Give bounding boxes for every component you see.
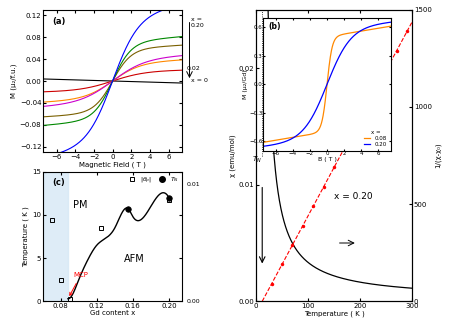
Text: MCP: MCP (70, 272, 88, 295)
Text: 0.00: 0.00 (186, 299, 200, 304)
X-axis label: Temperature ( K ): Temperature ( K ) (304, 310, 365, 317)
Y-axis label: M (μ₂/Gd): M (μ₂/Gd) (243, 69, 247, 99)
Text: 0.01: 0.01 (186, 182, 200, 187)
Y-axis label: M (μ₂/f.u.): M (μ₂/f.u.) (10, 64, 17, 98)
Y-axis label: Temperature ( K ): Temperature ( K ) (23, 206, 29, 267)
Text: (b): (b) (268, 22, 281, 31)
Y-axis label: 1/(χ-χ₀): 1/(χ-χ₀) (435, 143, 441, 168)
Legend: $|\theta_p|$, $T_N$: $|\theta_p|$, $T_N$ (125, 175, 179, 186)
X-axis label: Magnetic Field ( T ): Magnetic Field ( T ) (79, 161, 146, 168)
Text: PM: PM (73, 200, 88, 210)
Text: AFM: AFM (124, 254, 145, 264)
Legend: 0.08, 0.20: 0.08, 0.20 (363, 129, 388, 148)
Text: (a): (a) (53, 17, 66, 26)
Text: 0.02: 0.02 (186, 65, 200, 71)
X-axis label: Gd content x: Gd content x (90, 310, 135, 316)
Text: x = 0.20: x = 0.20 (334, 192, 373, 201)
Text: x =
0.20: x = 0.20 (191, 17, 205, 28)
Polygon shape (43, 172, 68, 301)
Text: x = 0: x = 0 (191, 78, 208, 84)
Y-axis label: χ (emu/mol): χ (emu/mol) (229, 134, 236, 177)
X-axis label: B ( T ): B ( T ) (318, 157, 337, 162)
Text: (c): (c) (53, 178, 65, 187)
Text: $T_N$: $T_N$ (252, 154, 262, 165)
